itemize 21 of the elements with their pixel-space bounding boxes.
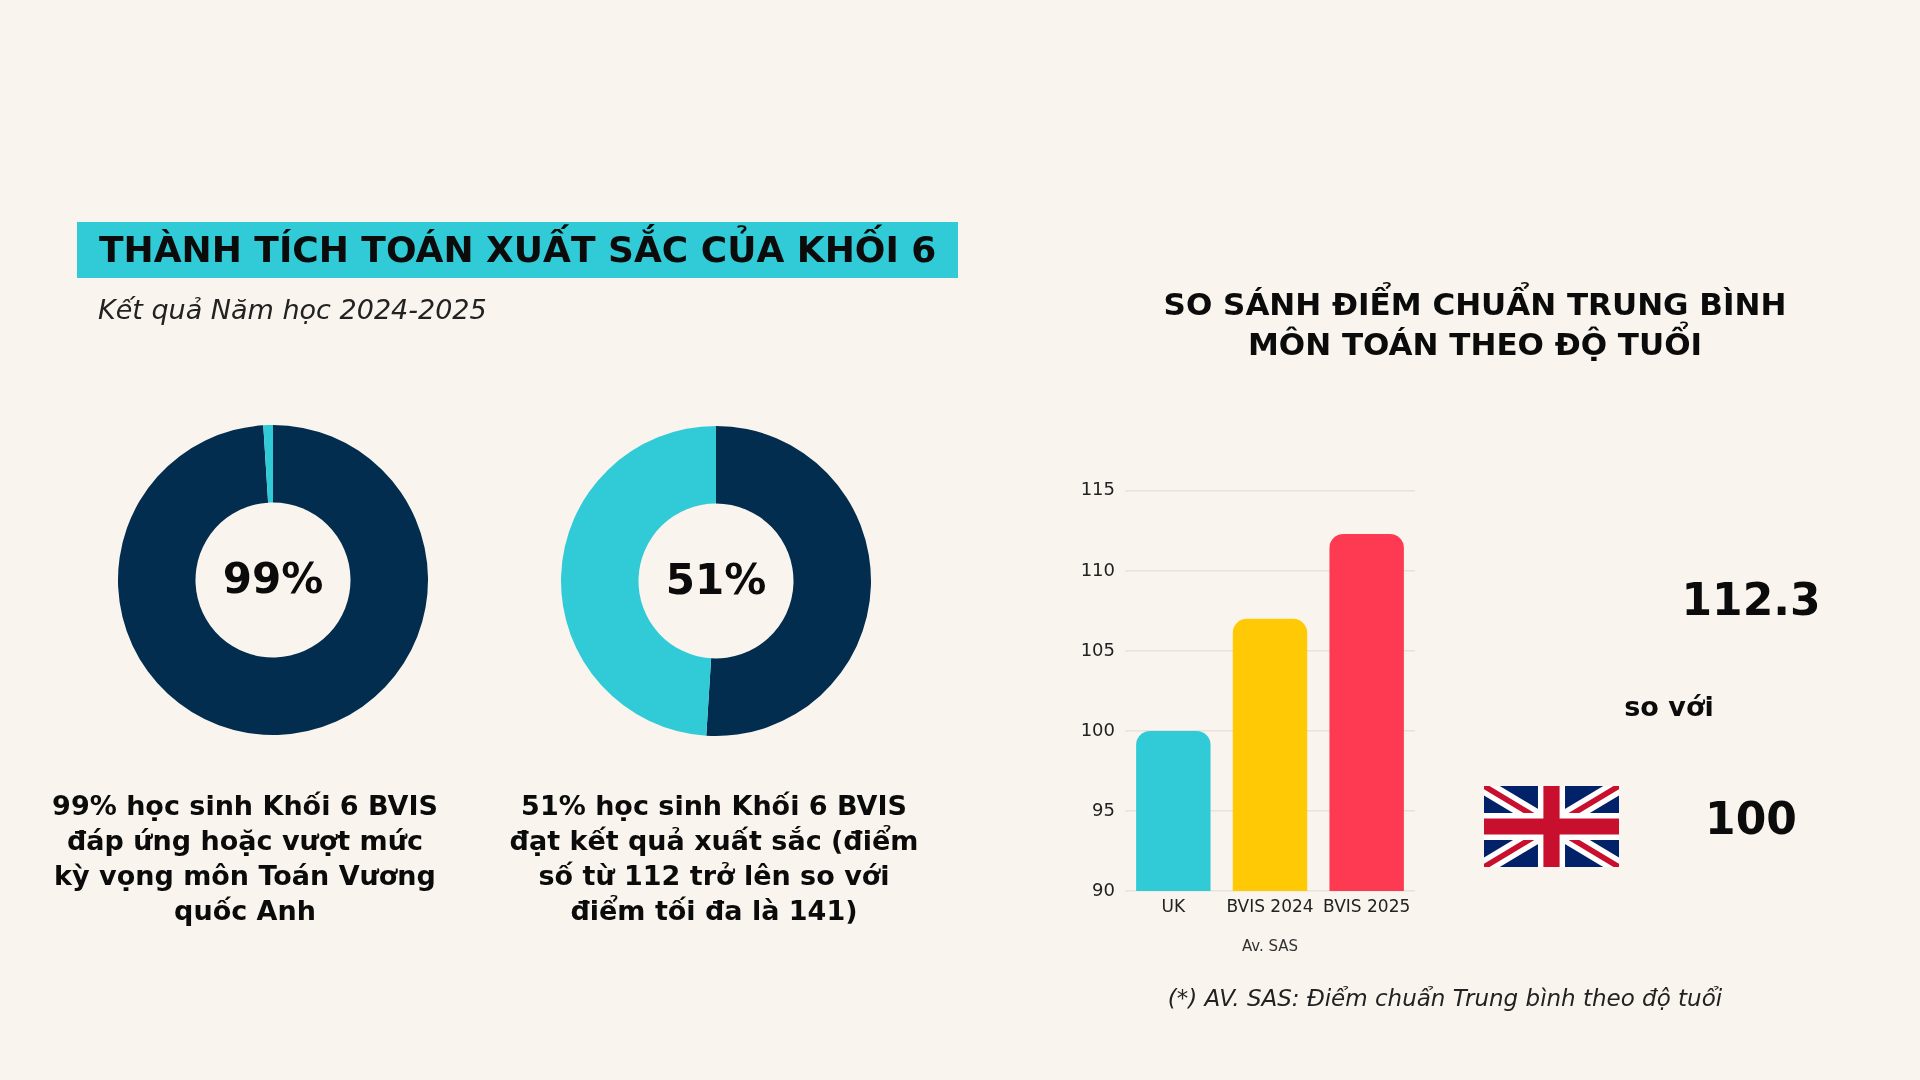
chart-title: SO SÁNH ĐIỂM CHUẨN TRUNG BÌNH MÔN TOÁN THEO ĐỘ TUỔI bbox=[1162, 284, 1788, 364]
x-tick-label: UK bbox=[1161, 895, 1186, 916]
y-tick-label: 100 bbox=[1080, 718, 1115, 740]
text: 112.3 bbox=[1680, 574, 1822, 626]
y-tick-label: 115 bbox=[1080, 478, 1115, 500]
text: so với bbox=[1623, 690, 1715, 724]
text: 99% học sinh Khối 6 BVIS đáp ứng hoặc vượt mức kỳ vọng môn Toán Vương quốc Anh bbox=[51, 789, 439, 928]
x-tick-label: BVIS 2025 bbox=[1323, 895, 1411, 916]
text: 51% học sinh Khối 6 BVIS đạt kết quả xuất sắc (điểm số từ 112 trở lên so với điểm tối đa là 141) bbox=[509, 789, 919, 928]
text: THÀNH TÍCH TOÁN XUẤT SẮC CỦA KHỐI 6 bbox=[77, 222, 959, 278]
y-tick-label: 110 bbox=[1080, 558, 1115, 580]
x-tick-label: BVIS 2024 bbox=[1226, 895, 1314, 916]
data-label: 99% bbox=[222, 553, 324, 603]
data-label: 51% bbox=[665, 554, 767, 604]
y-tick-label: 95 bbox=[1092, 798, 1115, 820]
y-tick-label: 90 bbox=[1092, 878, 1115, 900]
text: (*) AV. SAS: Điểm chuẩn Trung bình theo độ tuổi bbox=[1166, 984, 1724, 1013]
y-tick-label: 105 bbox=[1080, 638, 1115, 660]
chart-subtitle: Kết quả Năm học 2024-2025 bbox=[98, 293, 487, 327]
text: 100 bbox=[1704, 793, 1798, 845]
x-axis-title: Av. SAS bbox=[1241, 936, 1299, 955]
